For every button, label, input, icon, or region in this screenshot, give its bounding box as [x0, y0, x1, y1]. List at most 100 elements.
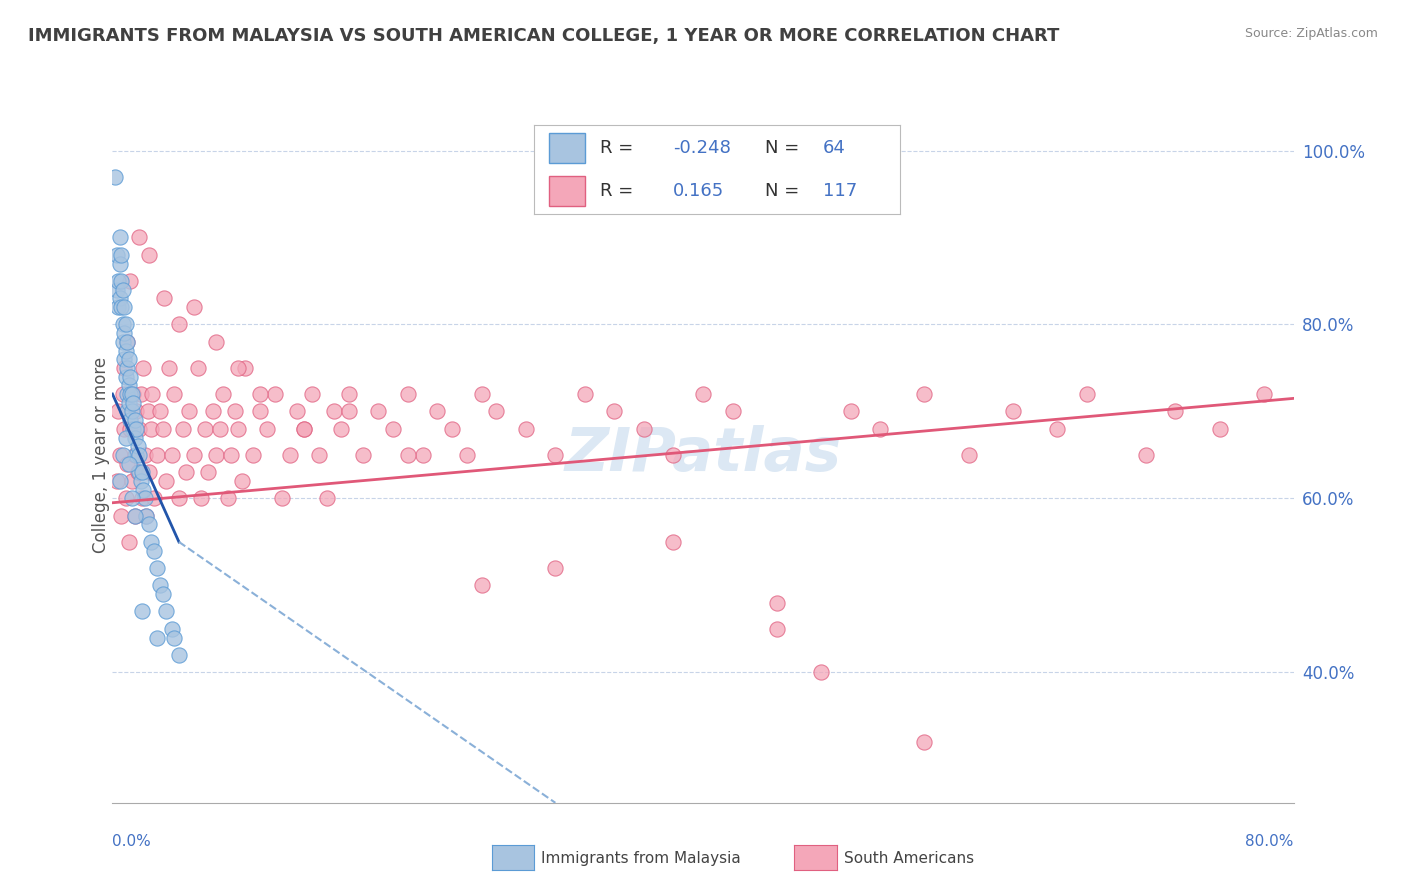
- Point: [112, 352, 135, 367]
- Point: [112, 300, 135, 314]
- Point: [231, 474, 253, 488]
- Point: [914, 387, 936, 401]
- Point: [117, 360, 138, 375]
- Point: [271, 491, 294, 506]
- Text: -0.248: -0.248: [673, 139, 731, 157]
- Text: ZIPatlas: ZIPatlas: [564, 425, 842, 484]
- Point: [485, 404, 508, 418]
- Point: [117, 387, 138, 401]
- Point: [118, 378, 141, 392]
- Point: [108, 257, 131, 271]
- Point: [301, 387, 323, 401]
- Point: [249, 387, 271, 401]
- Point: [111, 318, 134, 332]
- Point: [226, 422, 249, 436]
- Point: [131, 605, 153, 619]
- Point: [957, 448, 980, 462]
- Point: [153, 291, 176, 305]
- Point: [125, 404, 148, 418]
- Point: [134, 491, 156, 506]
- Point: [117, 457, 138, 471]
- Point: [1253, 387, 1275, 401]
- Point: [110, 508, 132, 523]
- Point: [128, 422, 150, 436]
- Point: [209, 422, 232, 436]
- Point: [264, 387, 287, 401]
- Point: [117, 334, 138, 349]
- Point: [111, 387, 134, 401]
- Point: [128, 448, 150, 462]
- Point: [839, 404, 862, 418]
- Text: 117: 117: [823, 182, 858, 200]
- Point: [515, 422, 537, 436]
- Point: [212, 387, 235, 401]
- Point: [152, 422, 174, 436]
- Point: [114, 430, 136, 444]
- Point: [105, 474, 128, 488]
- Point: [426, 404, 449, 418]
- Point: [118, 534, 141, 549]
- Point: [217, 491, 239, 506]
- Point: [146, 631, 169, 645]
- Point: [135, 508, 157, 523]
- FancyBboxPatch shape: [548, 176, 585, 206]
- Point: [869, 422, 891, 436]
- Point: [233, 360, 256, 375]
- Point: [544, 561, 567, 575]
- Point: [242, 448, 264, 462]
- Point: [129, 474, 152, 488]
- Point: [120, 422, 142, 436]
- Point: [285, 404, 308, 418]
- Point: [121, 474, 143, 488]
- Point: [111, 448, 134, 462]
- Point: [124, 508, 146, 523]
- Point: [160, 622, 183, 636]
- Point: [721, 404, 744, 418]
- Point: [114, 318, 136, 332]
- Point: [114, 491, 136, 506]
- Text: 0.0%: 0.0%: [112, 834, 152, 849]
- Point: [157, 360, 180, 375]
- Point: [662, 448, 685, 462]
- Point: [142, 491, 165, 506]
- Point: [125, 448, 148, 462]
- Point: [139, 422, 162, 436]
- Point: [136, 404, 159, 418]
- Point: [112, 360, 135, 375]
- Point: [167, 318, 190, 332]
- Point: [121, 387, 143, 401]
- Point: [117, 334, 138, 349]
- FancyBboxPatch shape: [548, 133, 585, 163]
- Point: [124, 448, 146, 462]
- Point: [470, 578, 494, 592]
- Point: [146, 561, 169, 575]
- Point: [308, 448, 330, 462]
- Text: Source: ZipAtlas.com: Source: ZipAtlas.com: [1244, 27, 1378, 40]
- Point: [470, 387, 494, 401]
- Point: [149, 404, 172, 418]
- Point: [108, 474, 131, 488]
- Point: [149, 578, 172, 592]
- Point: [114, 369, 136, 384]
- Point: [249, 404, 271, 418]
- Point: [131, 466, 153, 480]
- Point: [167, 648, 190, 662]
- Point: [456, 448, 478, 462]
- Point: [135, 508, 157, 523]
- Point: [110, 300, 132, 314]
- Point: [179, 404, 201, 418]
- Point: [125, 422, 148, 436]
- Point: [174, 466, 197, 480]
- Text: South Americans: South Americans: [844, 851, 974, 865]
- Point: [330, 422, 353, 436]
- Point: [127, 439, 149, 453]
- Point: [120, 369, 142, 384]
- Point: [323, 404, 346, 418]
- Point: [118, 457, 141, 471]
- Point: [766, 622, 789, 636]
- Point: [382, 422, 405, 436]
- Point: [118, 396, 141, 410]
- Point: [633, 422, 655, 436]
- Point: [292, 422, 315, 436]
- Point: [411, 448, 433, 462]
